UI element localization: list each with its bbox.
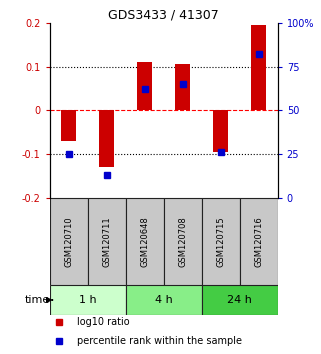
- Text: GSM120710: GSM120710: [64, 216, 73, 267]
- Bar: [126, 198, 164, 285]
- Text: GSM120716: GSM120716: [254, 216, 263, 267]
- Title: GDS3433 / 41307: GDS3433 / 41307: [108, 9, 219, 22]
- Bar: [175, 64, 190, 110]
- Bar: [251, 25, 266, 110]
- Bar: [88, 198, 126, 285]
- Text: log10 ratio: log10 ratio: [77, 317, 130, 327]
- Text: 4 h: 4 h: [155, 295, 173, 305]
- Text: GSM120711: GSM120711: [102, 216, 111, 267]
- Bar: [50, 198, 88, 285]
- Bar: [126, 285, 202, 315]
- Bar: [202, 285, 278, 315]
- Text: percentile rank within the sample: percentile rank within the sample: [77, 336, 242, 346]
- Text: 1 h: 1 h: [79, 295, 97, 305]
- Bar: [202, 198, 240, 285]
- Text: GSM120648: GSM120648: [140, 216, 149, 267]
- Bar: [213, 110, 228, 152]
- Text: GSM120715: GSM120715: [216, 216, 225, 267]
- Text: GSM120708: GSM120708: [178, 216, 187, 267]
- Text: 24 h: 24 h: [227, 295, 252, 305]
- Bar: [50, 285, 126, 315]
- Bar: [99, 110, 114, 167]
- Bar: [240, 198, 278, 285]
- Bar: [137, 62, 152, 110]
- Bar: [61, 110, 76, 141]
- Bar: [164, 198, 202, 285]
- Text: time: time: [24, 295, 50, 305]
